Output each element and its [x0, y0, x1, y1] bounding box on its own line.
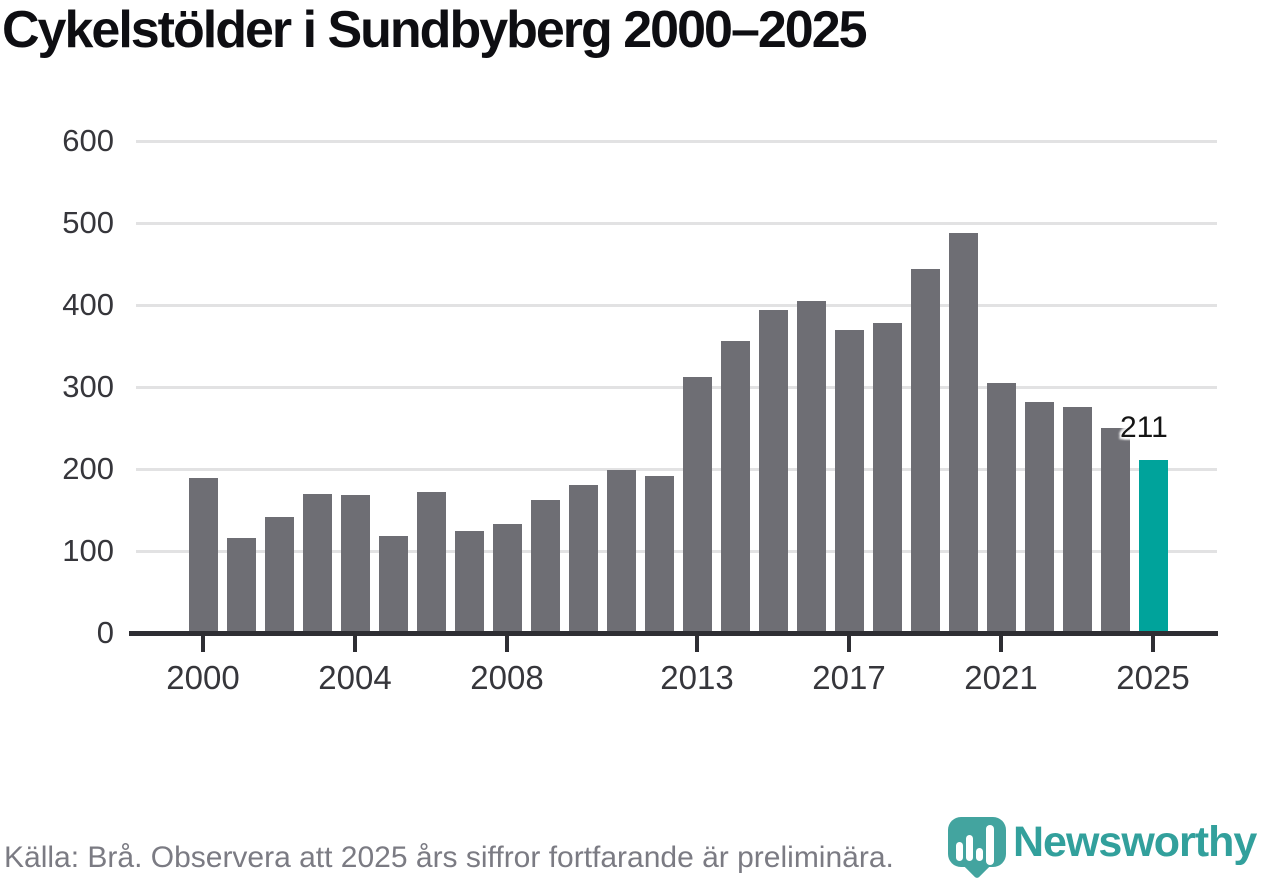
gridline-300 [136, 386, 1217, 389]
bar-2025 [1139, 460, 1168, 633]
bar-2008 [493, 524, 522, 633]
gridline-400 [136, 304, 1217, 307]
x-axis-label-2013: 2013 [660, 659, 734, 696]
y-axis-label-0: 0 [96, 615, 114, 650]
bar-2010 [569, 485, 598, 633]
y-axis-label-100: 100 [62, 533, 114, 568]
bar-2018 [873, 323, 902, 633]
chart-title: Cykelstölder i Sundbyberg 2000–2025 [2, 1, 868, 59]
gridline-600 [136, 140, 1217, 143]
y-axis-label-600: 600 [62, 123, 114, 158]
logo-barchart-bar [966, 835, 973, 861]
logo-barchart-bar [976, 848, 983, 861]
bar-2011 [607, 470, 636, 633]
bar-2019 [911, 269, 940, 633]
bar-2024 [1101, 428, 1130, 633]
gridline-100 [136, 550, 1217, 553]
bar-2021 [987, 383, 1016, 633]
gridline-200 [136, 468, 1217, 471]
x-axis-label-2021: 2021 [964, 659, 1038, 696]
bar-2012 [645, 476, 674, 633]
bar-2017 [835, 330, 864, 633]
x-axis-label-2025: 2025 [1116, 659, 1190, 696]
y-axis-label-300: 300 [62, 369, 114, 404]
bar-2003 [303, 494, 332, 633]
bar-2002 [265, 517, 294, 633]
bar-2013 [683, 377, 712, 633]
x-axis-label-2004: 2004 [318, 659, 392, 696]
bar-2001 [227, 538, 256, 633]
logo-barchart-bar [986, 825, 994, 865]
x-tick-2025 [1151, 636, 1155, 652]
bar-2004 [341, 495, 370, 633]
newsworthy-wordmark: Newsworthy [1013, 818, 1257, 866]
bar-2015 [759, 310, 788, 633]
x-tick-2008 [505, 636, 509, 652]
y-axis-label-400: 400 [62, 287, 114, 322]
x-axis-label-2000: 2000 [166, 659, 240, 696]
source-note: Källa: Brå. Observera att 2025 års siffr… [4, 841, 894, 874]
logo-barchart-bar [956, 842, 963, 861]
bar-2007 [455, 531, 484, 633]
x-tick-2021 [999, 636, 1003, 652]
bar-2022 [1025, 402, 1054, 633]
bar-2000 [189, 478, 218, 633]
x-tick-2000 [201, 636, 205, 652]
bar-2016 [797, 301, 826, 633]
bar-2009 [531, 500, 560, 633]
x-tick-2013 [695, 636, 699, 652]
bar-2005 [379, 536, 408, 633]
bar-2023 [1063, 407, 1092, 633]
y-axis-label-200: 200 [62, 451, 114, 486]
bar-2006 [417, 492, 446, 633]
bar-2014 [721, 341, 750, 633]
x-axis-label-2017: 2017 [812, 659, 886, 696]
x-tick-2004 [353, 636, 357, 652]
bar-2020 [949, 233, 978, 633]
y-axis-label-500: 500 [62, 205, 114, 240]
value-annotation-2025: 211 [1120, 411, 1168, 444]
x-tick-2017 [847, 636, 851, 652]
x-axis-label-2008: 2008 [470, 659, 544, 696]
gridline-500 [136, 222, 1217, 225]
x-axis-line [129, 631, 1218, 636]
